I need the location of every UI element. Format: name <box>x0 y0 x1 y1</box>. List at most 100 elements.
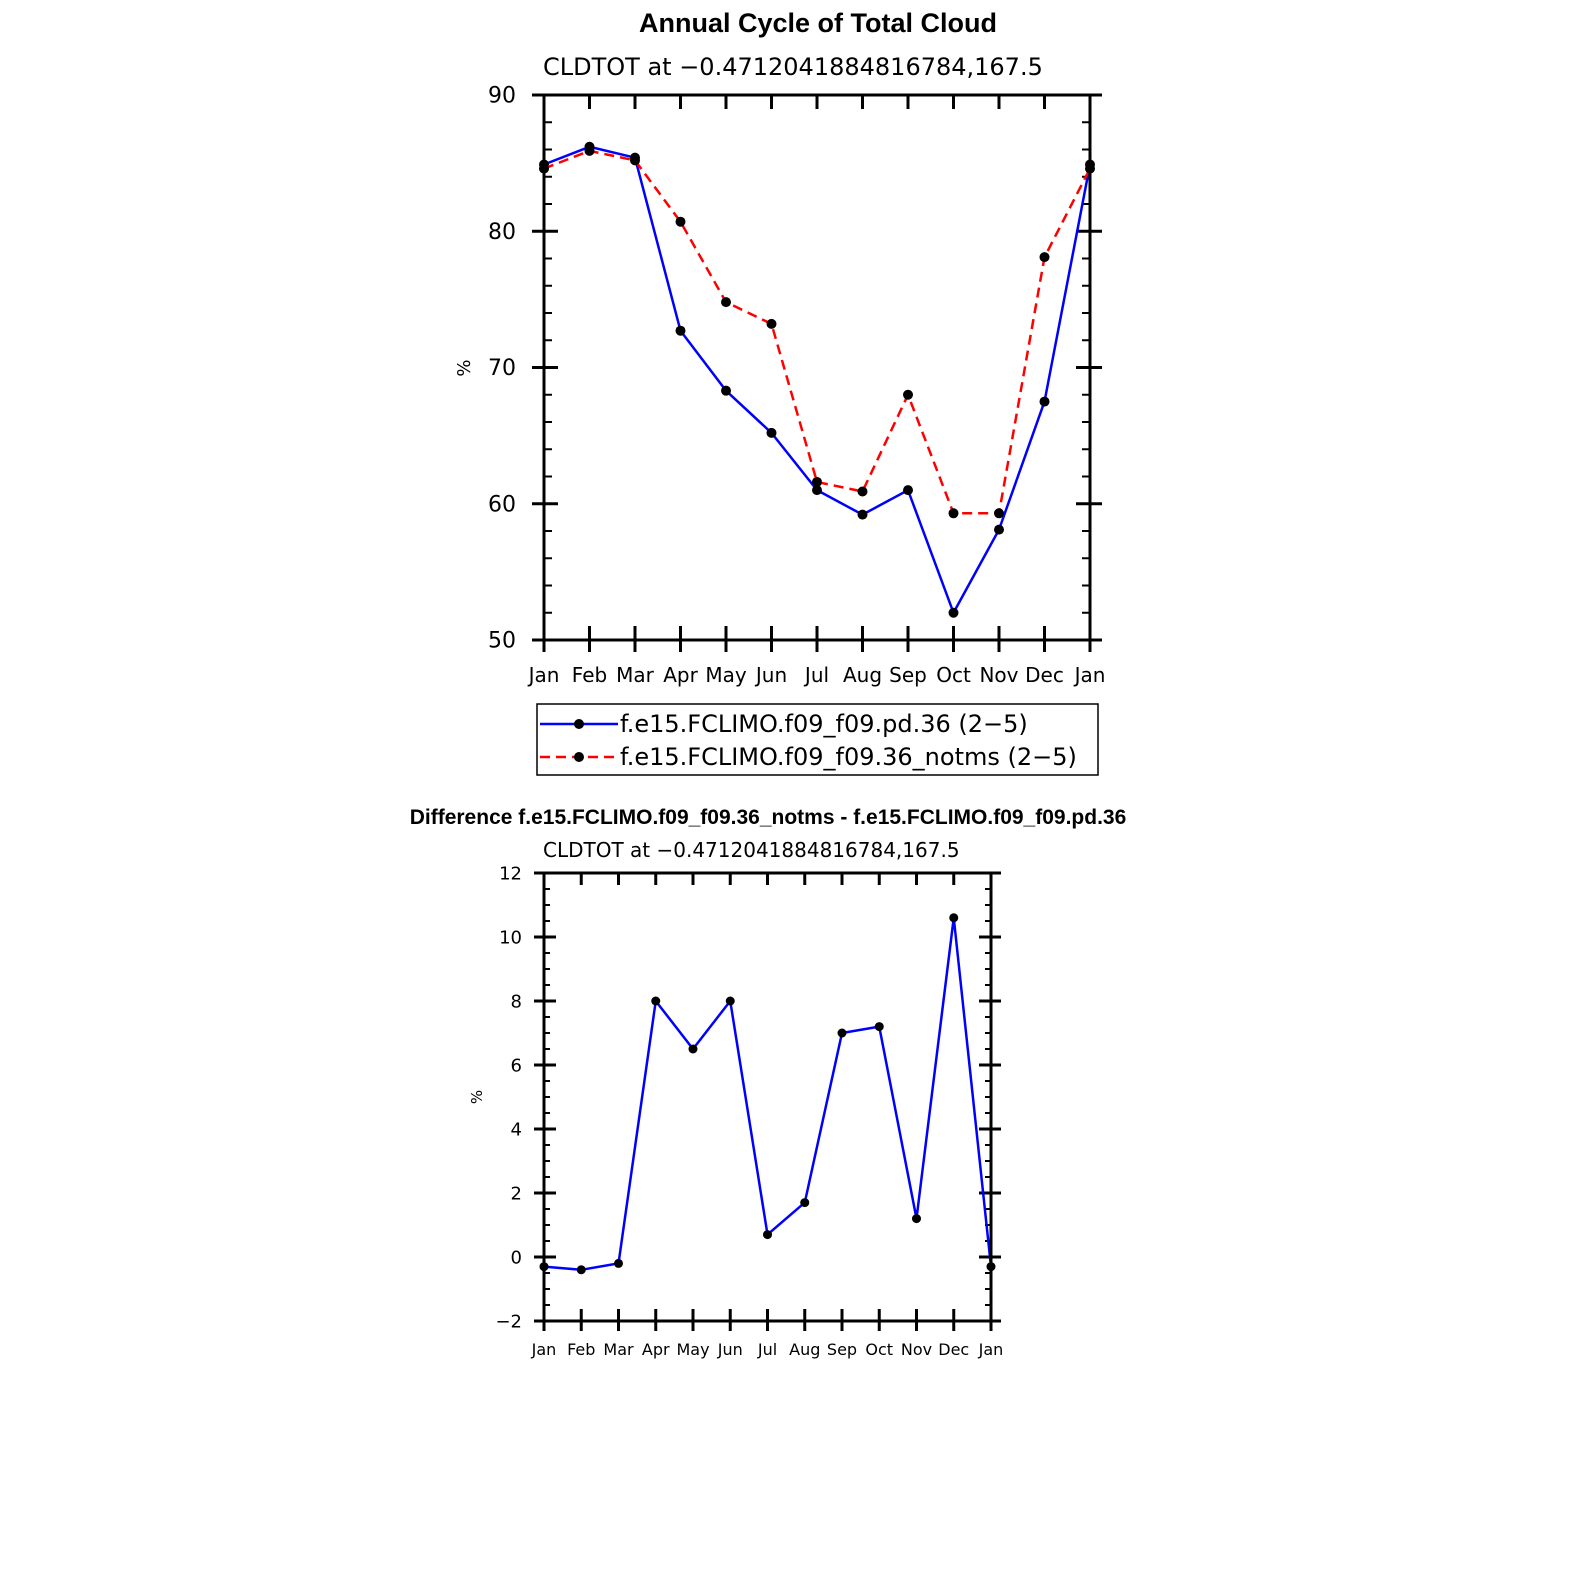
data-point <box>812 485 822 496</box>
data-point <box>800 1198 810 1208</box>
y-tick-label: 50 <box>488 629 516 654</box>
data-point <box>994 508 1004 519</box>
data-point <box>994 524 1004 535</box>
x-tick-label: Dec <box>1025 663 1064 687</box>
y-tick-label: 80 <box>488 220 516 245</box>
data-point <box>614 1258 623 1268</box>
legend-label-2: f.e15.FCLIMO.f09_f09.36_notms (2−5) <box>620 743 1077 771</box>
data-point <box>903 485 913 496</box>
x-tick-label: Nov <box>979 663 1018 687</box>
data-point <box>630 155 640 166</box>
chart1-title: Annual Cycle of Total Cloud <box>639 8 997 38</box>
data-point <box>766 318 777 329</box>
data-point <box>651 996 661 1006</box>
x-tick-label: Aug <box>843 663 882 687</box>
data-point <box>949 913 959 923</box>
x-tick-label: Jul <box>757 1340 777 1359</box>
chart1-ticks <box>532 93 1102 652</box>
data-point <box>948 607 959 618</box>
legend-marker-1 <box>574 719 584 729</box>
y-tick-label: 10 <box>499 927 522 948</box>
data-point <box>763 1230 772 1240</box>
legend-box <box>536 703 1099 776</box>
legend-entry-1: f.e15.FCLIMO.f09_f09.pd.36 (2−5) <box>540 710 1028 738</box>
x-tick-label: Apr <box>642 1340 670 1359</box>
x-tick-label: May <box>705 663 747 687</box>
y-tick-label: 6 <box>511 1055 522 1076</box>
data-point <box>766 427 777 438</box>
x-tick-label: Feb <box>572 663 607 687</box>
x-tick-label: Mar <box>616 663 655 687</box>
x-tick-label: Aug <box>789 1340 820 1359</box>
x-tick-label: Mar <box>603 1340 634 1359</box>
chart2-y-tick-labels: −2 0 2 4 6 8 10 12 <box>495 863 522 1332</box>
x-tick-label: Jan <box>978 1340 1004 1359</box>
x-tick-label: Oct <box>936 663 971 687</box>
x-tick-label: Jun <box>717 1340 743 1359</box>
y-tick-label: 90 <box>488 84 516 109</box>
data-point <box>584 145 595 156</box>
y-tick-label: −2 <box>495 1311 522 1332</box>
data-point <box>912 1214 921 1224</box>
x-tick-label: Jan <box>531 1340 557 1359</box>
chart2-subtitle: CLDTOT at −0.4712041884816784,167.5 <box>543 838 960 862</box>
y-tick-label: 8 <box>511 991 522 1012</box>
data-point <box>857 509 868 520</box>
chart2-ylabel: % <box>468 1090 486 1104</box>
chart1-plot-frame <box>542 93 1092 642</box>
chart2-title: Difference f.e15.FCLIMO.f09_f09.36_notms… <box>410 806 1127 829</box>
data-point <box>725 996 735 1006</box>
x-tick-label: Jun <box>754 663 787 687</box>
data-point <box>1039 396 1050 407</box>
x-tick-label: Jan <box>527 663 560 687</box>
series-line-1 <box>543 145 1092 614</box>
chart1-x-tick-labels: Jan Feb Mar Apr May Jun Jul Aug Sep Oct Nov Dec Jan <box>527 663 1106 687</box>
chart1-subtitle: CLDTOT at −0.4712041884816784,167.5 <box>543 53 1043 81</box>
chart1-legend: f.e15.FCLIMO.f09_f09.pd.36 (2−5) f.e15.F… <box>536 703 1099 776</box>
data-point <box>721 385 731 396</box>
x-tick-label: May <box>676 1340 709 1359</box>
x-tick-label: Dec <box>938 1340 969 1359</box>
x-tick-label: Apr <box>663 663 698 687</box>
chart2-plot-frame <box>542 871 993 1323</box>
y-tick-label: 70 <box>488 356 516 381</box>
series-line-2 <box>543 149 1092 515</box>
chart-difference: Difference f.e15.FCLIMO.f09_f09.36_notms… <box>410 806 1127 1359</box>
x-tick-label: Feb <box>567 1340 595 1359</box>
chart-annual-cycle: Annual Cycle of Total Cloud CLDTOT at −0… <box>454 8 1106 776</box>
x-tick-label: Oct <box>865 1340 893 1359</box>
data-point <box>857 486 868 497</box>
data-point <box>1039 252 1050 263</box>
chart1-ylabel: % <box>454 359 475 376</box>
x-tick-label: Jan <box>1073 663 1106 687</box>
data-point <box>721 297 731 308</box>
y-tick-label: 2 <box>511 1183 522 1204</box>
series-line-1 <box>543 916 993 1272</box>
chart1-series <box>539 141 1095 618</box>
y-tick-label: 60 <box>488 492 516 517</box>
data-point <box>688 1044 698 1054</box>
chart2-x-tick-labels: Jan Feb Mar Apr May Jun Jul Aug Sep Oct Nov Dec Jan <box>531 1340 1004 1359</box>
data-point <box>874 1022 884 1032</box>
data-point <box>576 1265 586 1275</box>
chart1-y-tick-labels: 50 60 70 80 90 <box>488 84 516 654</box>
data-point <box>675 325 686 336</box>
y-tick-label: 0 <box>511 1247 522 1268</box>
y-tick-label: 12 <box>499 863 522 884</box>
legend-label-1: f.e15.FCLIMO.f09_f09.pd.36 (2−5) <box>620 710 1028 738</box>
chart2-series <box>539 913 996 1275</box>
x-tick-label: Sep <box>827 1340 857 1359</box>
data-point <box>812 476 822 487</box>
data-point <box>903 389 913 400</box>
x-tick-label: Jul <box>803 663 829 687</box>
x-tick-label: Nov <box>901 1340 932 1359</box>
data-point <box>948 508 959 519</box>
legend-entry-2: f.e15.FCLIMO.f09_f09.36_notms (2−5) <box>540 743 1077 771</box>
data-point <box>675 216 686 227</box>
x-tick-label: Sep <box>889 663 927 687</box>
chart2-ticks <box>534 871 1001 1331</box>
y-tick-label: 4 <box>511 1119 522 1140</box>
data-point <box>837 1028 847 1038</box>
legend-marker-2 <box>574 752 584 762</box>
